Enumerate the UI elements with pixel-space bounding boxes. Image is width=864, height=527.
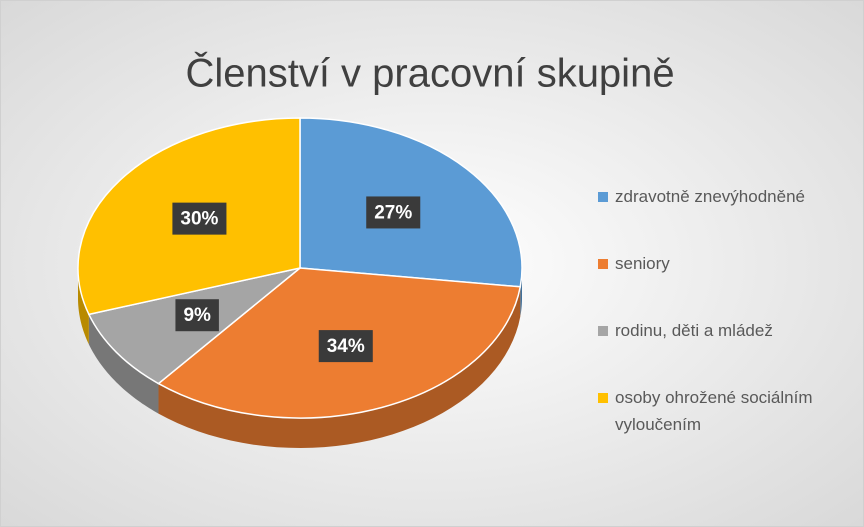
legend-item: rodinu, děti a mládež (598, 317, 848, 344)
legend-item: seniory (598, 250, 848, 277)
chart-title: Členství v pracovní skupině (185, 51, 674, 96)
legend-swatch (598, 326, 608, 336)
data-label-box (318, 330, 373, 363)
data-label-box (175, 299, 219, 332)
pie: 27% 34% 9% 30% (77, 117, 523, 448)
legend-label: rodinu, děti a mládež (615, 321, 773, 340)
data-label: 9% (175, 299, 219, 332)
slice-side (158, 286, 521, 448)
legend-swatch (598, 192, 608, 202)
data-label: 34% (318, 330, 373, 363)
data-label-text: 9% (183, 305, 211, 326)
legend: zdravotně znevýhodněné seniory rodinu, dět… (598, 183, 848, 478)
legend-swatch (598, 259, 608, 269)
data-label-text: 34% (327, 336, 365, 357)
legend-swatch (598, 393, 608, 403)
data-label-text: 30% (180, 209, 218, 230)
legend-item: zdravotně znevýhodněné (598, 183, 848, 210)
legend-label: seniory (615, 254, 670, 273)
data-label: 27% (366, 196, 421, 229)
legend-label: osoby ohrožené sociálním vyloučením (615, 388, 813, 434)
slice-side (88, 314, 159, 414)
data-label-text: 27% (374, 202, 412, 223)
data-label-box (366, 196, 421, 229)
data-label-box (172, 202, 227, 235)
data-label: 30% (172, 202, 227, 235)
legend-item: osoby ohrožené sociálním vyloučením (598, 384, 848, 438)
slice-side (78, 268, 89, 345)
legend-label: zdravotně znevýhodněné (615, 187, 805, 206)
